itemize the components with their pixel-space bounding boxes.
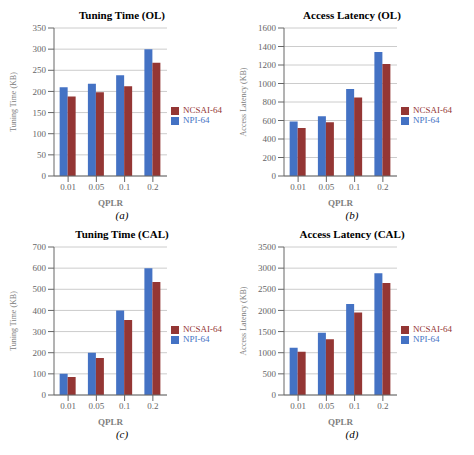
html-text:(d): (d) bbox=[345, 428, 359, 440]
svg-text:250: 250 bbox=[33, 65, 47, 75]
html-text:NCSAI-64: NCSAI-64 bbox=[183, 105, 222, 115]
svg-text:0.2: 0.2 bbox=[147, 401, 158, 411]
svg-text:Access Latency (KB): Access Latency (KB) bbox=[239, 286, 248, 355]
svg-text:500: 500 bbox=[33, 284, 47, 294]
svg-text:1400: 1400 bbox=[258, 42, 277, 52]
svg-text:400: 400 bbox=[263, 134, 277, 144]
html-text:Tuning Time (OL): Tuning Time (OL) bbox=[79, 9, 165, 21]
svg-text:0: 0 bbox=[272, 171, 277, 181]
svg-text:0.01: 0.01 bbox=[290, 182, 306, 192]
html-text:NCSAI-64: NCSAI-64 bbox=[183, 324, 222, 334]
svg-text:0.01: 0.01 bbox=[60, 182, 76, 192]
svg-text:2000: 2000 bbox=[258, 306, 277, 316]
svg-text:350: 350 bbox=[33, 23, 47, 33]
svg-text:300: 300 bbox=[33, 44, 47, 54]
svg-text:0.2: 0.2 bbox=[147, 182, 158, 192]
svg-text:150: 150 bbox=[33, 108, 47, 118]
html-text:(c): (c) bbox=[115, 428, 129, 440]
svg-text:50: 50 bbox=[37, 150, 47, 160]
svg-text:500: 500 bbox=[263, 369, 277, 379]
svg-text:0.01: 0.01 bbox=[60, 401, 76, 411]
svg-text:200: 200 bbox=[263, 153, 277, 163]
svg-text:600: 600 bbox=[33, 263, 47, 273]
html-text:NPI-64: NPI-64 bbox=[413, 334, 440, 344]
svg-text:0: 0 bbox=[42, 171, 47, 181]
svg-text:1200: 1200 bbox=[258, 60, 277, 70]
svg-text:0.1: 0.1 bbox=[119, 401, 130, 411]
svg-text:1600: 1600 bbox=[258, 23, 277, 33]
svg-text:Access Latency (KB): Access Latency (KB) bbox=[239, 67, 248, 136]
svg-text:1000: 1000 bbox=[258, 348, 277, 358]
svg-text:100: 100 bbox=[33, 369, 47, 379]
svg-text:QPLR: QPLR bbox=[328, 198, 354, 208]
svg-text:0.1: 0.1 bbox=[349, 401, 360, 411]
svg-text:200: 200 bbox=[33, 348, 47, 358]
svg-text:Tuning Time (KB): Tuning Time (KB) bbox=[9, 72, 18, 132]
svg-text:2500: 2500 bbox=[258, 284, 277, 294]
svg-text:0.1: 0.1 bbox=[349, 182, 360, 192]
svg-text:800: 800 bbox=[263, 97, 277, 107]
svg-text:3000: 3000 bbox=[258, 263, 277, 273]
svg-text:0: 0 bbox=[272, 390, 277, 400]
svg-text:QPLR: QPLR bbox=[98, 198, 124, 208]
svg-text:0.01: 0.01 bbox=[290, 401, 306, 411]
svg-text:100: 100 bbox=[33, 129, 47, 139]
html-text:(a): (a) bbox=[115, 209, 129, 221]
svg-text:1000: 1000 bbox=[258, 79, 277, 89]
svg-text:0.05: 0.05 bbox=[88, 401, 104, 411]
html-text:Tuning Time (CAL): Tuning Time (CAL) bbox=[75, 228, 169, 240]
svg-text:300: 300 bbox=[33, 327, 47, 337]
svg-text:200: 200 bbox=[33, 87, 47, 97]
html-text:NPI-64: NPI-64 bbox=[413, 115, 440, 125]
svg-text:0.1: 0.1 bbox=[119, 182, 130, 192]
svg-text:1500: 1500 bbox=[258, 327, 277, 337]
svg-text:Tuning Time (KB): Tuning Time (KB) bbox=[9, 291, 18, 351]
svg-text:600: 600 bbox=[263, 116, 277, 126]
svg-text:QPLR: QPLR bbox=[328, 417, 354, 427]
svg-text:400: 400 bbox=[33, 306, 47, 316]
html-text:(b): (b) bbox=[345, 209, 359, 221]
html-text:Access Latency (OL): Access Latency (OL) bbox=[303, 9, 401, 21]
svg-text:0.2: 0.2 bbox=[377, 182, 388, 192]
svg-text:0.2: 0.2 bbox=[377, 401, 388, 411]
html-text:NCSAI-64: NCSAI-64 bbox=[413, 105, 452, 115]
html-text:NPI-64: NPI-64 bbox=[183, 115, 210, 125]
html-text:Access Latency (CAL): Access Latency (CAL) bbox=[299, 228, 405, 240]
svg-text:0.05: 0.05 bbox=[88, 182, 104, 192]
svg-text:3500: 3500 bbox=[258, 242, 277, 252]
html-text:NCSAI-64: NCSAI-64 bbox=[413, 324, 452, 334]
svg-text:0.05: 0.05 bbox=[318, 401, 334, 411]
svg-text:700: 700 bbox=[33, 242, 47, 252]
html-text:NPI-64: NPI-64 bbox=[183, 334, 210, 344]
svg-text:QPLR: QPLR bbox=[98, 417, 124, 427]
svg-text:0.05: 0.05 bbox=[318, 182, 334, 192]
svg-text:0: 0 bbox=[42, 390, 47, 400]
